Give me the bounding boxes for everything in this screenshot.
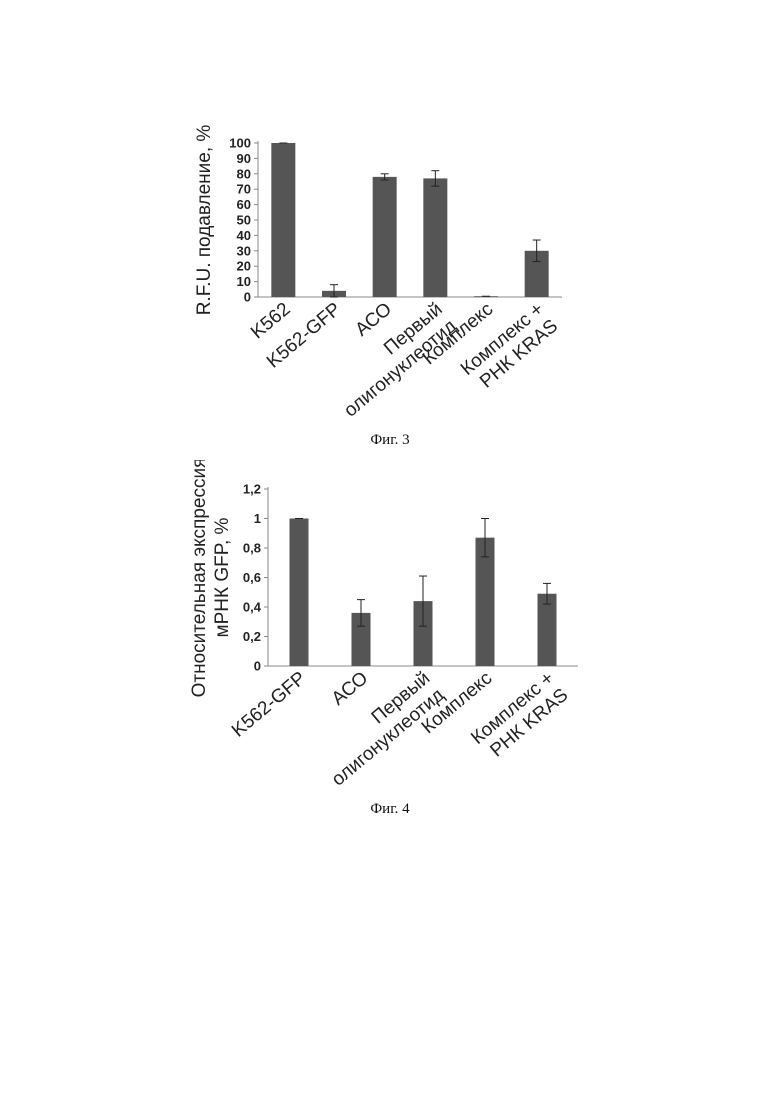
y-axis-label-line: Относительная экспрессия — [189, 460, 210, 697]
x-category-label: АСО — [328, 668, 372, 710]
y-tick-label: 100 — [229, 136, 251, 151]
y-tick-label: 60 — [237, 197, 251, 212]
bar — [423, 178, 447, 297]
y-tick-label: 70 — [237, 182, 251, 197]
y-tick-label: 0,2 — [243, 629, 261, 644]
y-tick-label: 50 — [237, 213, 251, 228]
y-tick-label: 0,6 — [243, 570, 261, 585]
y-tick-label: 1,2 — [243, 482, 261, 497]
y-tick-label: 0,8 — [243, 541, 261, 556]
y-tick-label: 1 — [254, 511, 261, 526]
y-tick-label: 90 — [237, 151, 251, 166]
y-tick-label: 80 — [237, 166, 251, 181]
y-tick-label: 0 — [244, 290, 251, 305]
y-axis-label-line: мРНК GFP, % — [212, 517, 233, 637]
figure-caption-3: Фиг. 3 — [0, 432, 780, 449]
x-category-label: K562-GFP — [228, 668, 310, 742]
bar — [373, 177, 397, 297]
y-axis-label: Относительная экспрессиямРНК GFP, % — [189, 460, 233, 697]
y-tick-label: 40 — [237, 228, 251, 243]
y-tick-label: 10 — [237, 274, 251, 289]
bar — [538, 594, 557, 666]
y-axis-label: R.F.U. подавление, % — [194, 125, 215, 316]
chart-fig4: 00,20,40,60,811,2K562-GFPАСОПервыйолигон… — [0, 460, 780, 800]
bar — [290, 519, 309, 667]
figure-caption-4: Фиг. 4 — [0, 801, 780, 818]
y-tick-label: 20 — [237, 259, 251, 274]
y-tick-label: 0 — [254, 659, 261, 674]
x-category-line: АСО — [328, 668, 372, 710]
chart-fig3: 0102030405060708090100K562K562-GFPАСОПер… — [0, 0, 780, 420]
y-axis-label-line: R.F.U. подавление, % — [194, 125, 215, 316]
bar — [271, 143, 295, 297]
y-tick-label: 30 — [237, 243, 251, 258]
y-tick-label: 0,4 — [243, 600, 262, 615]
x-category-line: K562-GFP — [228, 668, 310, 742]
